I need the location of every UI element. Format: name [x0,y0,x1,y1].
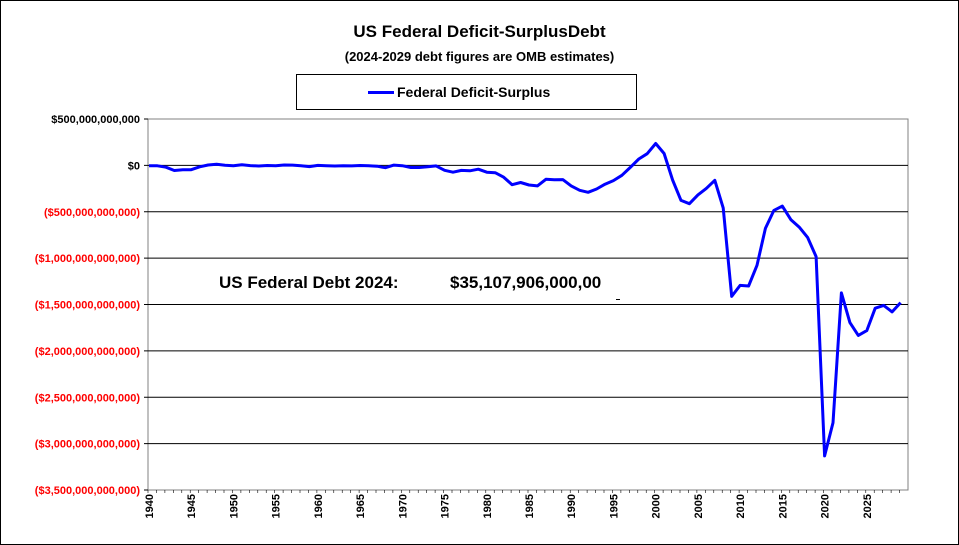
x-tick-label: 1960 [313,494,325,518]
y-tick-label: ($1,500,000,000,000) [35,300,141,312]
x-tick-label: 2015 [777,494,789,518]
y-tick-label: ($1,000,000,000,000) [35,253,141,265]
x-tick-label: 1980 [482,494,494,518]
legend-swatch [368,91,394,94]
y-tick-label: ($2,500,000,000,000) [35,392,141,404]
annotation-value: $35,107,906,000,00 [450,273,602,292]
y-tick-label: ($3,000,000,000,000) [35,439,141,451]
series-line [148,142,902,458]
x-tick-label: 1950 [228,494,240,518]
legend: Federal Deficit-Surplus [296,74,637,110]
x-tick-label: 1975 [440,494,452,518]
x-tick-label: 1945 [186,494,198,518]
x-tick-label: 1985 [524,494,536,518]
x-tick-label: 1970 [397,494,409,518]
x-tick-label: 2025 [862,494,874,518]
chart-title: US Federal Deficit-SurplusDebt [353,22,606,41]
x-tick-label: 1955 [271,494,283,518]
y-tick-label: $500,000,000,000 [51,114,140,126]
y-tick-label: ($500,000,000,000) [44,207,140,219]
annotation-label: US Federal Debt 2024: [219,273,399,292]
y-tick-label: ($3,500,000,000,000) [35,485,141,497]
annotation-mark [616,299,620,300]
x-tick-label: 1990 [566,494,578,518]
x-tick-label: 1940 [144,494,156,518]
legend-label: Federal Deficit-Surplus [397,84,551,100]
x-tick-label: 2020 [820,494,832,518]
x-tick-label: 1965 [355,494,367,518]
x-tick-label: 2000 [651,494,663,518]
y-tick-label: $0 [128,160,140,172]
x-tick-label: 2005 [693,494,705,518]
y-tick-label: ($2,000,000,000,000) [35,346,141,358]
x-tick-label: 2010 [735,494,747,518]
chart-subtitle: (2024-2029 debt figures are OMB estimate… [344,49,615,64]
x-tick-label: 1995 [608,494,620,518]
